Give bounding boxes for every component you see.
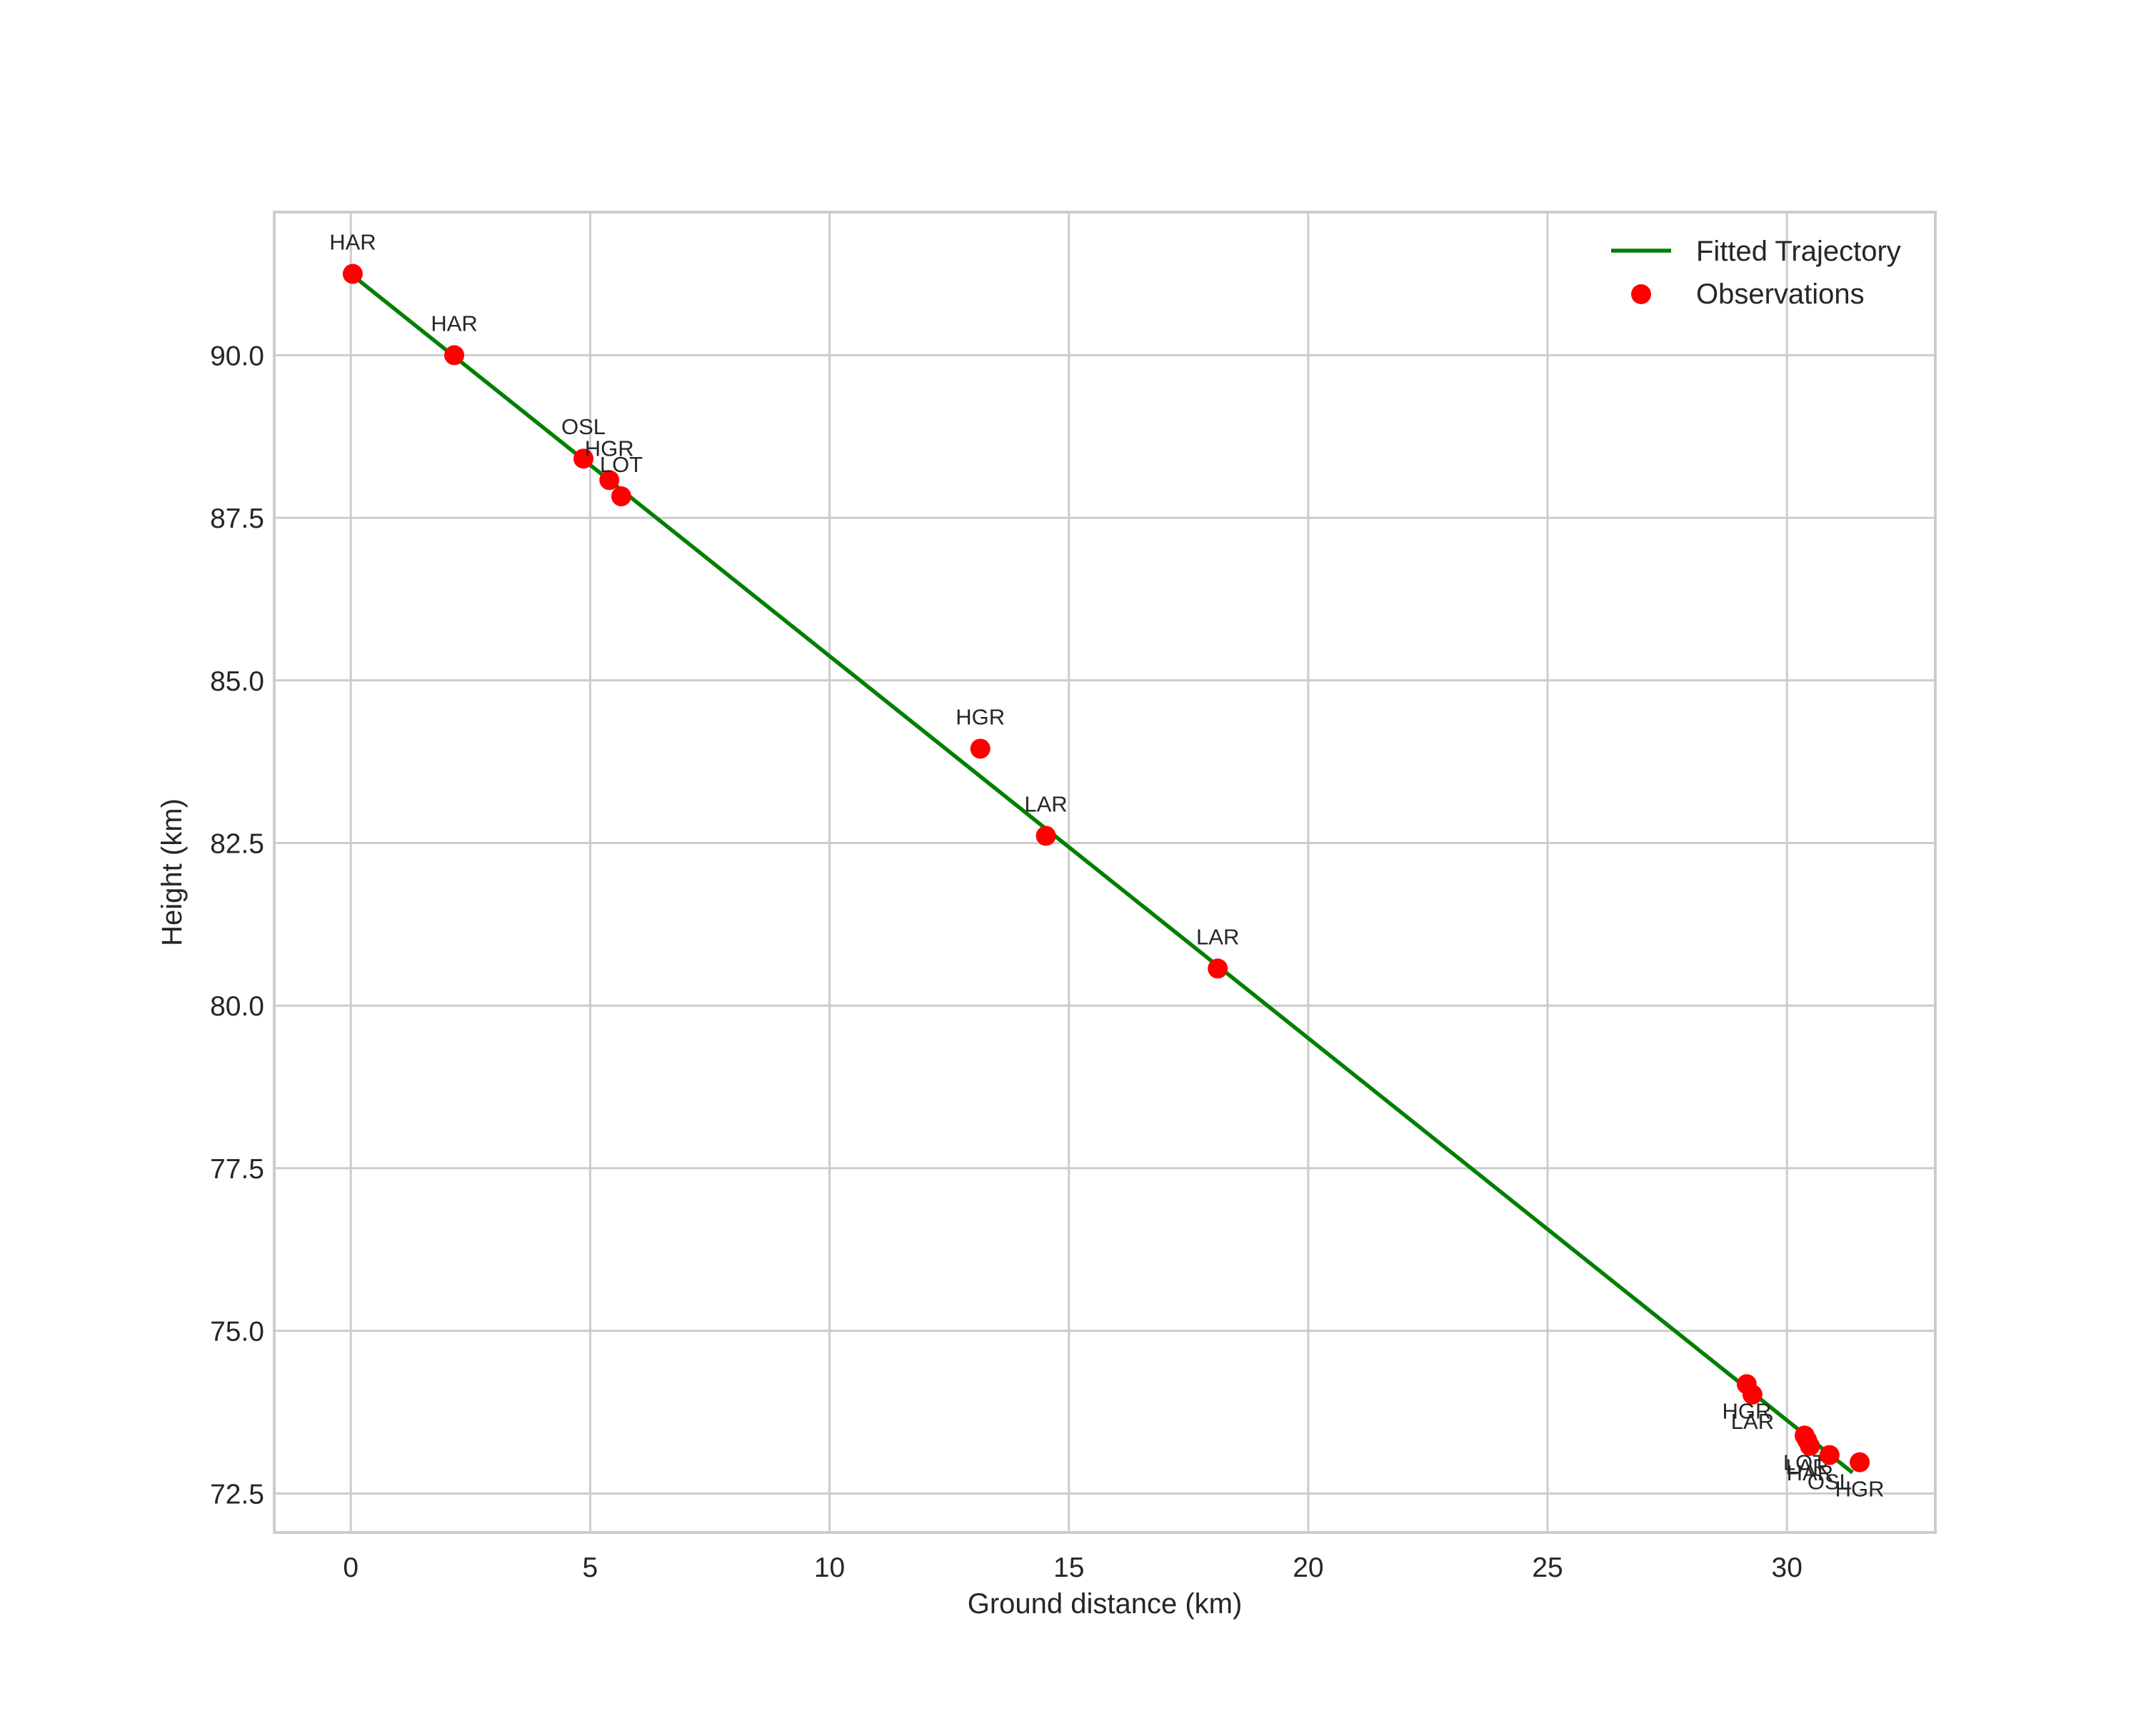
- observation-point: [1800, 1435, 1820, 1456]
- y-tick-label: 77.5: [210, 1154, 264, 1185]
- station-label: HAR: [1787, 1460, 1833, 1485]
- plot-frame: [273, 211, 1937, 1534]
- observation-point: [1850, 1452, 1870, 1472]
- tick-labels: 0 5 10 15 20 25 30 72.5 75.0 77.5 80.0 82.5 85.0 87.5…: [210, 341, 1802, 1583]
- observation-point: [1742, 1384, 1763, 1405]
- x-tick-label: 15: [1053, 1552, 1084, 1583]
- x-tick-label: 10: [814, 1552, 845, 1583]
- y-tick-label: 87.5: [210, 503, 264, 534]
- legend-label-fitted: Fitted Trajectory: [1696, 236, 1901, 267]
- y-tick-label: 82.5: [210, 829, 264, 860]
- observation-point: [970, 738, 991, 759]
- x-tick-label: 5: [583, 1552, 598, 1583]
- station-label: HAR: [431, 311, 477, 336]
- plot-series: HARHAROSLHGRLOTHGRLARLARHGRLARLOTLARHARO…: [329, 230, 1884, 1502]
- observation-point: [1819, 1445, 1840, 1465]
- observation-point: [599, 470, 620, 491]
- legend-dot-swatch-icon: [1631, 284, 1651, 304]
- y-tick-label: 80.0: [210, 991, 264, 1022]
- station-label: LOT: [600, 452, 643, 477]
- x-tick-label: 25: [1532, 1552, 1563, 1583]
- station-label: LAR: [1731, 1409, 1774, 1434]
- observation-point: [1036, 826, 1056, 846]
- grid: [274, 212, 1935, 1532]
- x-axis-label: Ground distance (km): [968, 1588, 1243, 1620]
- observation-point: [611, 486, 631, 507]
- x-tick-label: 30: [1772, 1552, 1802, 1583]
- station-label: LAR: [1196, 924, 1239, 949]
- y-tick-label: 75.0: [210, 1317, 264, 1348]
- station-label: LAR: [1024, 791, 1067, 816]
- legend-label-observations: Observations: [1696, 279, 1865, 310]
- observation-point: [444, 345, 465, 366]
- observation-point: [573, 448, 594, 469]
- y-axis-label: Height (km): [156, 798, 188, 946]
- station-label: OSL: [561, 414, 606, 439]
- x-tick-label: 0: [343, 1552, 359, 1583]
- y-tick-label: 85.0: [210, 666, 264, 697]
- legend: Fitted Trajectory Observations: [1611, 236, 1901, 310]
- station-label: HGR: [585, 436, 634, 461]
- observation-point: [1208, 958, 1228, 979]
- station-label: HAR: [329, 230, 376, 255]
- observation-point: [342, 264, 363, 284]
- x-tick-label: 20: [1293, 1552, 1323, 1583]
- station-label: HGR: [1835, 1477, 1885, 1502]
- station-label: HGR: [956, 704, 1005, 729]
- station-label: OSL: [1807, 1470, 1852, 1495]
- y-tick-label: 90.0: [210, 341, 264, 371]
- y-tick-label: 72.5: [210, 1479, 264, 1510]
